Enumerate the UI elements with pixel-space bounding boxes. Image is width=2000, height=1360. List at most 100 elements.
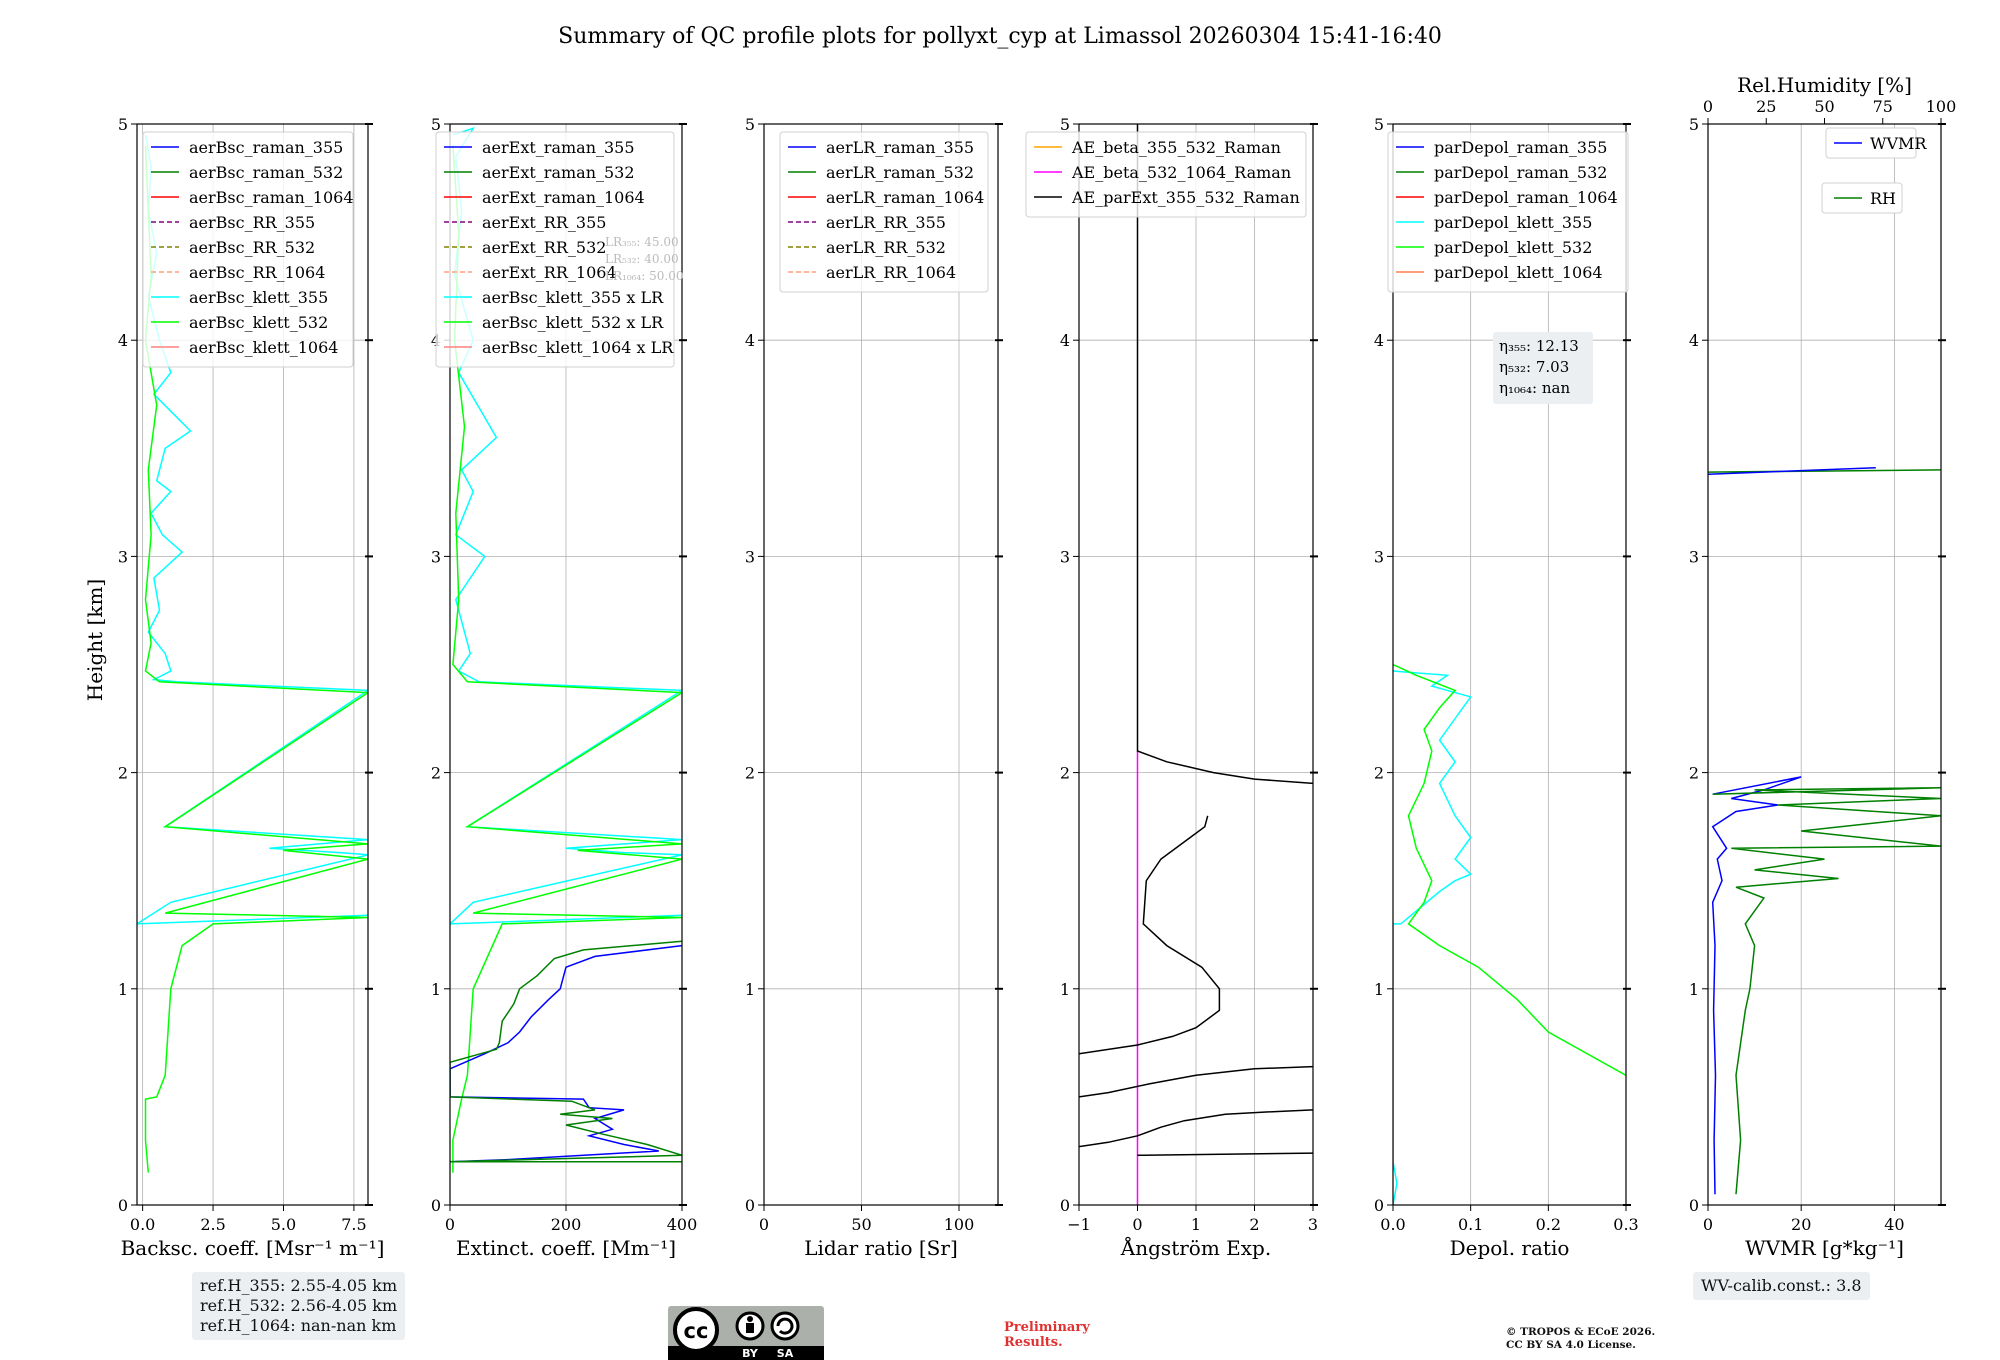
ref-height-1064: ref.H_1064: nan-nan km (200, 1316, 397, 1335)
y-tick-label: 4 (745, 331, 755, 350)
cc-by-sa-badge: cc BY SA (668, 1306, 824, 1360)
sa-label: SA (777, 1347, 794, 1360)
ref-height-355: ref.H_355: 2.55-4.05 km (200, 1276, 398, 1295)
top-axis-label: Rel.Humidity [%] (1737, 73, 1912, 97)
x-axis-label: Depol. ratio (1450, 1236, 1570, 1260)
ref-height-532: ref.H_532: 2.56-4.05 km (200, 1296, 398, 1315)
legend-box (779, 131, 989, 293)
panel-lr: 0 50 100 0 1 2 3 4 5 Lidar ratio [Sr] aerLR_raman_… (745, 115, 1003, 1260)
y-tick-label: 3 (745, 547, 755, 566)
y-tick-label: 2 (431, 764, 441, 783)
x-tick-label: −1 (1067, 1215, 1091, 1234)
series-line-wv-1 (1712, 786, 1941, 1195)
series-line-ext-3 (450, 940, 682, 1163)
x-axis-label: Extinct. coeff. [Mm⁻¹] (456, 1236, 676, 1260)
series-line-bsc-1 (144, 145, 368, 1173)
x-tick-label: 3 (1308, 1215, 1318, 1234)
series-line-ext-2 (450, 944, 682, 1163)
x-axis-label: WVMR [g*kg⁻¹] (1745, 1236, 1904, 1260)
sa-share-icon (770, 1311, 800, 1341)
legend-item: parDepol_raman_532 (1434, 163, 1607, 182)
legend-item: AE_beta_532_1064_Raman (1071, 163, 1291, 182)
legend-item: aerBsc_klett_532 (189, 313, 328, 332)
panel-depol: 0.0 0.1 0.2 0.3 0 1 2 3 4 5 Depol. ratio parDepol_r… (1374, 115, 1639, 1260)
y-tick-label: 0 (118, 1196, 128, 1215)
legend-item: aerBsc_klett_532 x LR (482, 313, 664, 332)
x-tick-label: 0 (445, 1215, 455, 1234)
legend-box (1387, 131, 1629, 293)
legend-item: AE_beta_355_532_Raman (1071, 138, 1281, 157)
y-tick-label: 2 (118, 764, 128, 783)
legend-item: aerExt_RR_355 (482, 213, 606, 232)
legend-item: aerExt_raman_355 (482, 138, 635, 157)
eta-annotation: η₅₃₂: 7.03 (1499, 358, 1569, 376)
legend-item: aerBsc_RR_1064 (189, 263, 325, 282)
x-tick-label: 0.0 (130, 1215, 155, 1234)
axes-frame (1392, 123, 1627, 1206)
legend-item: aerExt_raman_532 (482, 163, 635, 182)
series-line-wv-3 (1708, 467, 1876, 475)
eta-box (1493, 332, 1593, 404)
top-tick-label: 75 (1873, 97, 1893, 116)
x-tick-label: 0 (1132, 1215, 1142, 1234)
series-line-wv-2 (1708, 469, 1941, 473)
x-tick-label: 200 (551, 1215, 582, 1234)
series-line-ae-1 (1136, 124, 1313, 785)
legend-item: aerLR_raman_532 (826, 163, 974, 182)
y-tick-label: 4 (1060, 331, 1070, 350)
y-tick-label: 5 (1374, 115, 1384, 134)
legend-item: aerExt_raman_1064 (482, 188, 645, 207)
cc-logo-label: cc (684, 1319, 709, 1343)
x-tick-label: 2.5 (200, 1215, 225, 1234)
y-tick-label: 3 (1689, 547, 1699, 566)
x-tick-label: 20 (1791, 1215, 1811, 1234)
legend-item: aerBsc_klett_355 (189, 288, 328, 307)
top-tick-label: 0 (1703, 97, 1713, 116)
top-tick-label: 100 (1926, 97, 1957, 116)
legend-item: parDepol_raman_355 (1434, 138, 1607, 157)
legend-item: aerBsc_klett_1064 x LR (482, 338, 674, 357)
y-tick-label: 0 (745, 1196, 755, 1215)
y-tick-label: 0 (1374, 1196, 1384, 1215)
y-tick-label: 4 (1374, 331, 1384, 350)
legend-item: aerExt_RR_1064 (482, 263, 617, 282)
x-tick-label: 0 (1703, 1215, 1713, 1234)
legend-item: aerLR_RR_1064 (826, 263, 956, 282)
legend-item: aerLR_raman_355 (826, 138, 974, 157)
legend-item: RH (1870, 189, 1896, 208)
top-tick-label: 50 (1814, 97, 1834, 116)
series-line-ae-5 (1137, 1152, 1313, 1157)
panel-bsc: 0.0 2.5 5.0 7.5 0 1 2 3 4 5 Backsc. coeff. [Msr⁻¹ … (118, 115, 385, 1260)
eta-annotation: η₃₅₅: 12.13 (1499, 337, 1579, 355)
legend-item: aerLR_raman_1064 (826, 188, 984, 207)
x-axis-label: Ångström Exp. (1120, 1235, 1271, 1260)
legend-box (1025, 131, 1307, 218)
y-tick-label: 5 (1060, 115, 1070, 134)
legend-item: aerBsc_raman_1064 (189, 188, 354, 207)
preliminary-notice: Preliminary Results. (1004, 1320, 1090, 1350)
legend-item: WVMR (1870, 134, 1927, 153)
x-axis-label: Backsc. coeff. [Msr⁻¹ m⁻¹] (121, 1236, 385, 1260)
copyright-line-1: © TROPOS & ECoE 2026. (1506, 1326, 1656, 1338)
legend-item: parDepol_klett_532 (1434, 238, 1592, 257)
copyright-notice: © TROPOS & ECoE 2026. CC BY SA 4.0 Licen… (1506, 1326, 1655, 1352)
x-tick-label: 0.2 (1536, 1215, 1561, 1234)
copyright-line-2: CC BY SA 4.0 License. (1506, 1339, 1636, 1351)
series-line-wv-0 (1711, 776, 1802, 1195)
series-line-depol-0 (1393, 670, 1473, 1205)
y-tick-label: 5 (118, 115, 128, 134)
panel-wv: 0 20 40 0 1 2 3 4 5 WVMR [g*kg⁻¹] WVMR RH 0 25 50 75 100… (1689, 73, 1956, 1260)
series-line-ext-1 (452, 145, 682, 1173)
x-tick-label: 7.5 (341, 1215, 366, 1234)
axes-frame (1707, 123, 1942, 1206)
y-tick-label: 1 (1060, 980, 1070, 999)
reference-height-box: ref.H_355: 2.55-4.05 km ref.H_532: 2.56-… (192, 1272, 406, 1340)
eta-annotation: η₁₀₆₄: nan (1499, 379, 1570, 397)
y-axis-label: Height [km] (83, 579, 107, 701)
x-tick-label: 5.0 (271, 1215, 296, 1234)
legend-item: aerBsc_RR_355 (189, 213, 315, 232)
y-tick-label: 5 (1689, 115, 1699, 134)
preliminary-line-2: Results. (1004, 1335, 1063, 1350)
